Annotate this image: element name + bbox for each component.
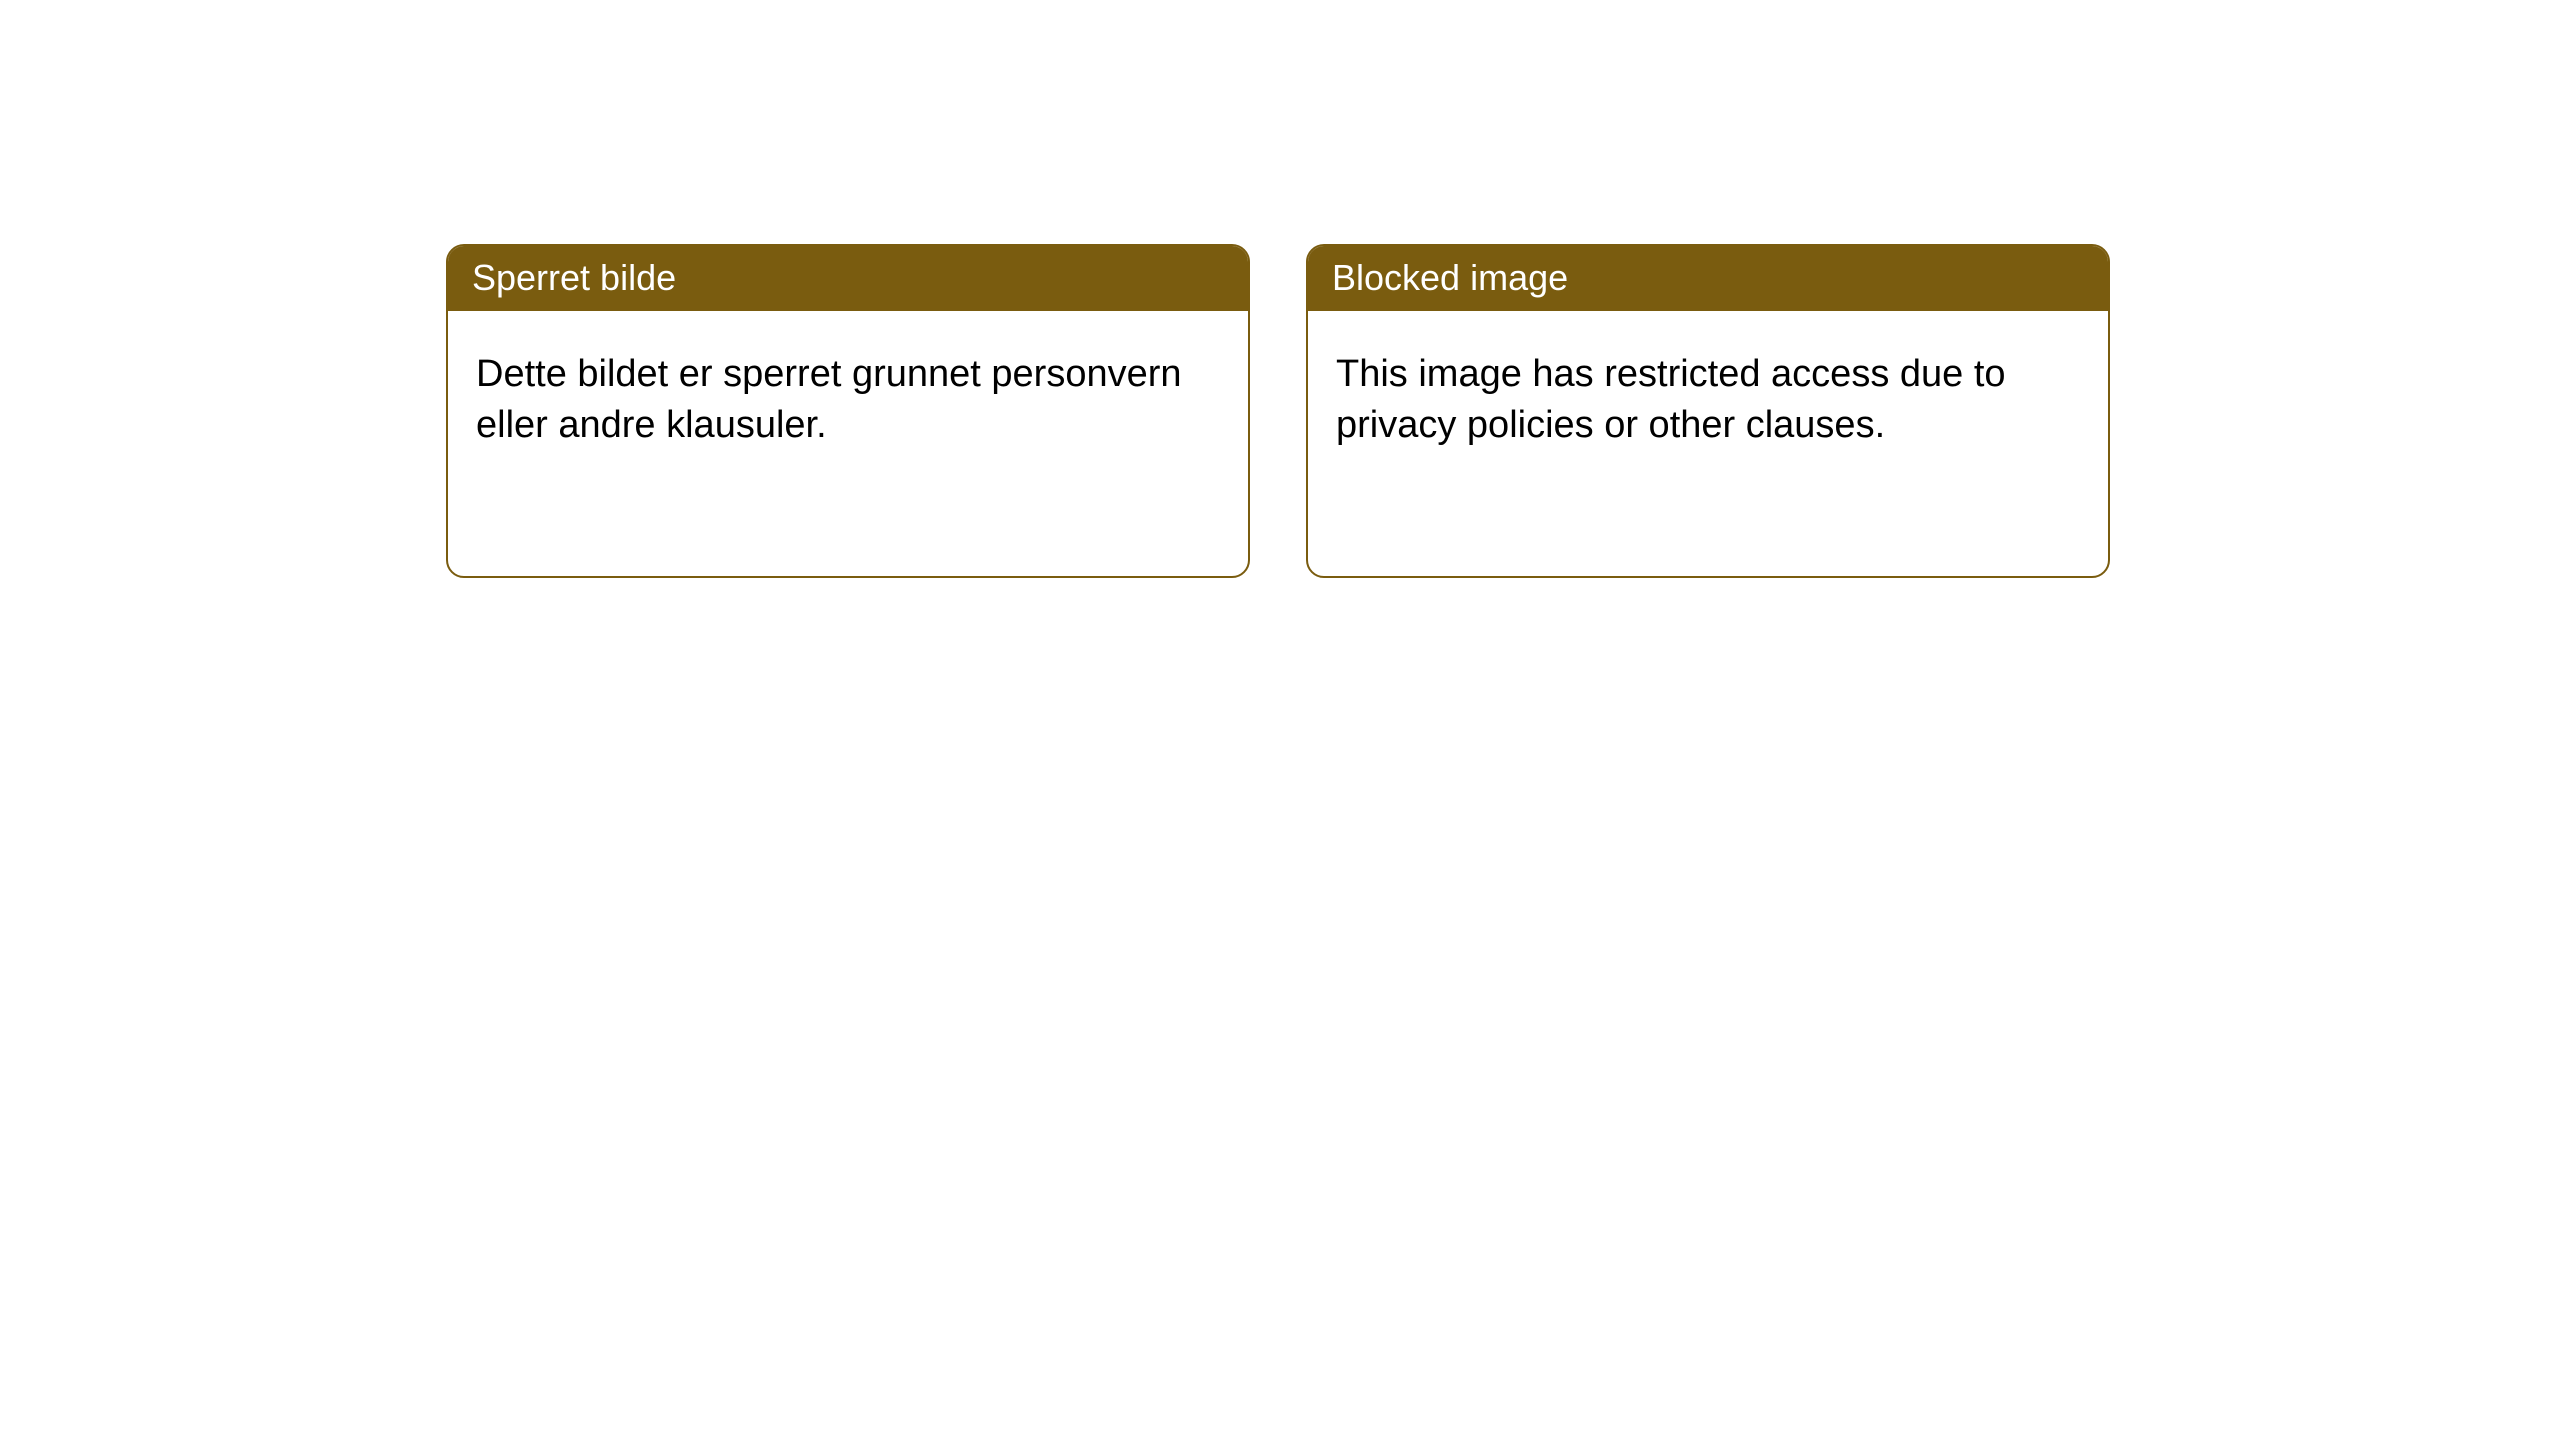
notice-cards-container: Sperret bilde Dette bildet er sperret gr… xyxy=(0,0,2560,578)
notice-card-title: Sperret bilde xyxy=(448,246,1248,311)
notice-card-body: This image has restricted access due to … xyxy=(1308,311,2108,480)
notice-card-title: Blocked image xyxy=(1308,246,2108,311)
notice-card-body: Dette bildet er sperret grunnet personve… xyxy=(448,311,1248,480)
notice-card-norwegian: Sperret bilde Dette bildet er sperret gr… xyxy=(446,244,1250,578)
notice-card-english: Blocked image This image has restricted … xyxy=(1306,244,2110,578)
